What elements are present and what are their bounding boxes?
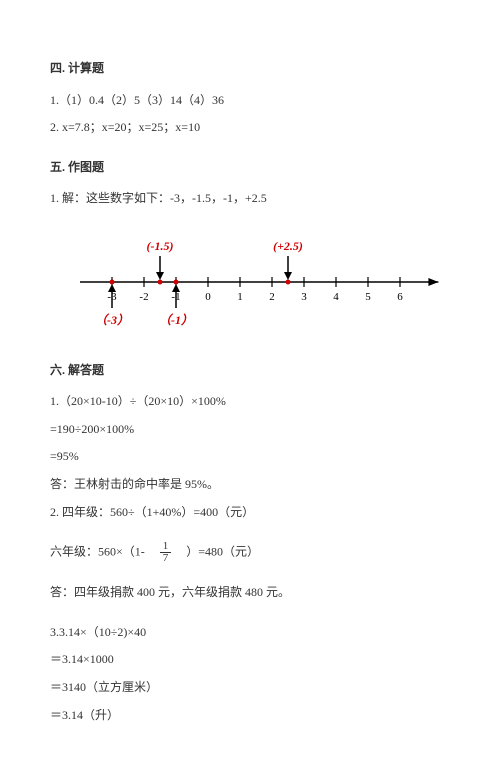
section6-line: 答：王林射击的命中率是 95%。: [50, 474, 450, 496]
svg-text:(-1.5): (-1.5): [147, 239, 174, 253]
section6-line: 1.（20×10-10）÷（20×10）×100%: [50, 391, 450, 413]
section6-line: 答：四年级捐款 400 元，六年级捐款 480 元。: [50, 582, 450, 604]
section6-line: ＝3.14×1000: [50, 649, 450, 671]
svg-text:（-3）: （-3）: [95, 313, 129, 327]
svg-text:4: 4: [333, 291, 339, 303]
section6-line: 2. 四年级：560÷（1+40%）=400（元）: [50, 502, 450, 524]
svg-text:1: 1: [237, 291, 243, 303]
svg-text:2: 2: [269, 291, 275, 303]
fraction: 17: [160, 541, 172, 564]
section4-title: 四. 计算题: [50, 58, 450, 80]
section6-line: ＝3.14（升）: [50, 705, 450, 727]
svg-text:(+2.5): (+2.5): [273, 239, 303, 253]
svg-text:6: 6: [397, 291, 403, 303]
section5-title: 五. 作图题: [50, 157, 450, 179]
section6-line: =95%: [50, 446, 450, 468]
section6-line: =190÷200×100%: [50, 419, 450, 441]
svg-text:0: 0: [205, 291, 211, 303]
section6-title: 六. 解答题: [50, 360, 450, 382]
svg-text:5: 5: [365, 291, 371, 303]
svg-text:（-1）: （-1）: [159, 313, 193, 327]
section5-line1: 1. 解：这些数字如下：-3，-1.5，-1，+2.5: [50, 188, 450, 210]
section6-line: ＝3140（立方厘米）: [50, 677, 450, 699]
number-line-figure: -3-2-10123456（-3）(-1.5)（-1）(+2.5): [50, 224, 450, 342]
section4-line1: 1.（1）0.4（2）5（3）14（4）36: [50, 90, 450, 112]
svg-text:-2: -2: [139, 291, 148, 303]
section6-line: 六年级：560×（1- 17 ）=480（元）: [50, 541, 450, 564]
svg-text:3: 3: [301, 291, 307, 303]
section6-line: 3.3.14×（10÷2)×40: [50, 622, 450, 644]
section4-line2: 2. x=7.8；x=20；x=25；x=10: [50, 117, 450, 139]
